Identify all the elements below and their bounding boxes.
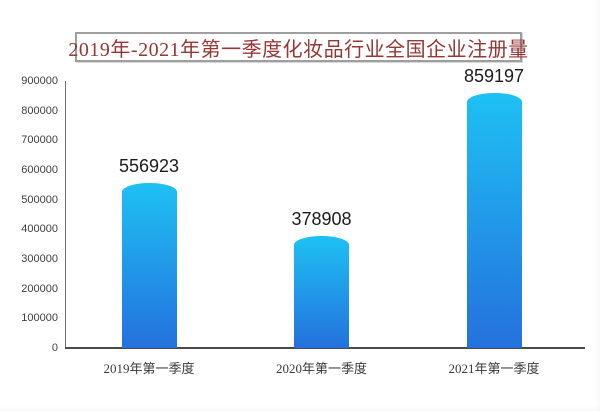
- y-tick-label: 100000: [21, 312, 58, 325]
- y-tick-label: 400000: [21, 223, 58, 236]
- x-axis-line: [65, 347, 585, 349]
- y-tick-label: 600000: [21, 164, 58, 176]
- chart-title-box: 2019年-2021年第一季度化妆品行业全国企业注册量: [68, 32, 528, 62]
- y-tick-label: 200000: [21, 282, 58, 295]
- y-tick-label: 700000: [21, 134, 58, 147]
- bar-2019年第一季度: [121, 182, 177, 348]
- bar-2020年第一季度: [294, 235, 349, 348]
- x-category-label: 2021年第一季度: [448, 361, 540, 376]
- y-tick-label: 900000: [21, 75, 58, 87]
- bar-2021年第一季度: [466, 93, 522, 348]
- bar-value-label: 556923: [118, 155, 180, 176]
- bar-value-label: 859197: [463, 66, 525, 87]
- x-category-label: 2020年第一季度: [275, 361, 368, 376]
- bar-value-label: 378908: [291, 208, 352, 229]
- x-category-label: 2019年第一季度: [103, 361, 195, 376]
- y-tick-label: 500000: [21, 193, 58, 206]
- y-axis-line: [65, 81, 66, 348]
- y-tick-label: 300000: [21, 253, 58, 265]
- chart-title: 2019年-2021年第一季度化妆品行业全国企业注册量: [68, 38, 529, 61]
- y-tick-label: 0: [51, 342, 58, 354]
- y-tick-label: 800000: [21, 104, 58, 117]
